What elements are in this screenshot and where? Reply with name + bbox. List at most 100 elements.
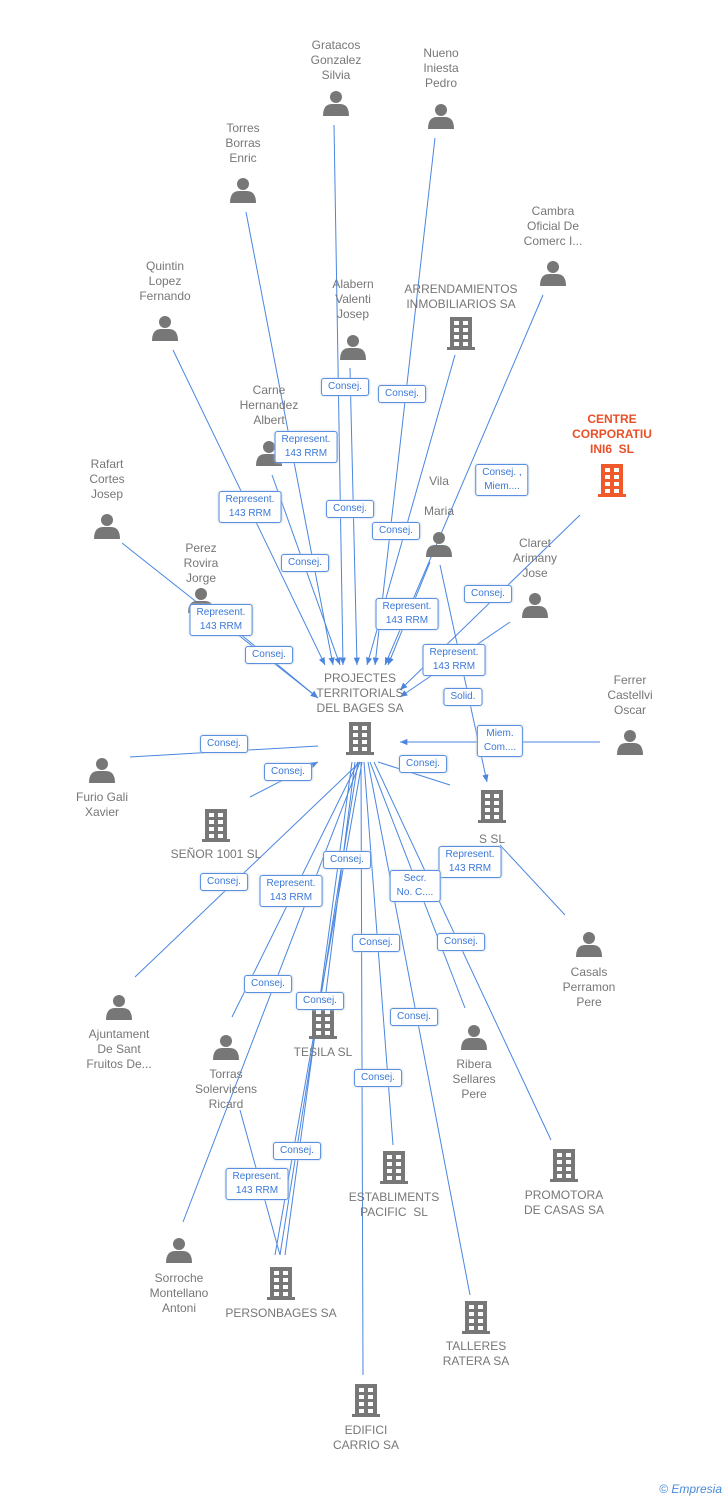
person-icon[interactable] (230, 178, 256, 203)
person-icon[interactable] (166, 1238, 192, 1263)
edge-label[interactable]: Consej. (372, 522, 420, 540)
edge-label[interactable]: Consej. (281, 554, 329, 572)
footer-brand: © Empresia (659, 1482, 722, 1496)
edge-label[interactable]: Consej. (273, 1142, 321, 1160)
edge-label[interactable]: Consej. (264, 763, 312, 781)
person-icon[interactable] (540, 261, 566, 286)
edge-label[interactable]: Consej. (323, 851, 371, 869)
edge-line (324, 761, 356, 1001)
edge-label[interactable]: Consej. (326, 500, 374, 518)
node-label[interactable]: Torres Borras Enric (225, 121, 261, 165)
node-label[interactable]: Gratacos Gonzalez Silvia (310, 38, 362, 82)
person-icon[interactable] (461, 1025, 487, 1050)
edge-label[interactable]: Miem. Com.... (476, 725, 524, 757)
node-label[interactable]: Carne Hernandez Albert (239, 383, 299, 427)
edge-label[interactable]: Represent. 143 RRM (189, 604, 253, 636)
edge-label[interactable]: Consej. (352, 934, 400, 952)
arrow-head (334, 657, 341, 665)
node-label[interactable]: TESILA SL (293, 1045, 353, 1059)
node-label[interactable]: Alabern Valenti Josep (332, 277, 374, 321)
building-icon[interactable] (346, 722, 374, 755)
arrow-head (310, 690, 318, 698)
person-icon[interactable] (106, 995, 132, 1020)
edge-label[interactable]: Consej. (437, 933, 485, 951)
node-label[interactable]: SEÑOR 1001 SL (170, 847, 262, 861)
node-label[interactable]: Vila Maria (423, 474, 455, 518)
arrow-head (387, 657, 394, 665)
edge-label[interactable]: Consej. (321, 378, 369, 396)
edge-label[interactable]: Consej. (245, 646, 293, 664)
edge-label[interactable]: Consej. (244, 975, 292, 993)
building-icon[interactable] (462, 1301, 490, 1334)
edge-label[interactable]: Consej. (296, 992, 344, 1010)
node-label[interactable]: Claret Arimany Jose (512, 536, 558, 580)
node-label[interactable]: Perez Rovira Jorge (183, 541, 219, 585)
arrow-head (372, 657, 379, 665)
arrow-head (400, 690, 408, 697)
edge-label[interactable]: Consej. (378, 385, 426, 403)
person-icon[interactable] (94, 514, 120, 539)
node-label[interactable]: Quintin Lopez Fernando (139, 259, 191, 303)
arrow-head (328, 657, 335, 665)
arrow-head (310, 762, 318, 769)
copyright-symbol: © (659, 1482, 668, 1496)
building-icon[interactable] (478, 790, 506, 823)
node-label[interactable]: Casals Perramon Pere (562, 965, 616, 1009)
edge-line (499, 844, 566, 916)
node-label[interactable]: Rafart Cortes Josep (89, 457, 125, 501)
person-icon[interactable] (617, 730, 643, 755)
node-label[interactable]: PROMOTORA DE CASAS SA (523, 1188, 605, 1217)
building-icon[interactable] (352, 1384, 380, 1417)
edge-label[interactable]: Solid. (443, 688, 483, 706)
person-icon[interactable] (522, 593, 548, 618)
edge-label[interactable]: Consej. (464, 585, 512, 603)
edge-label[interactable]: Consej. (200, 873, 248, 891)
building-icon[interactable] (598, 464, 626, 497)
node-label[interactable]: Cambra Oficial De Comerc I... (523, 204, 583, 248)
edge-label[interactable]: Represent. 143 RRM (422, 644, 486, 676)
arrow-head (400, 738, 408, 746)
edge-label[interactable]: Consej. (354, 1069, 402, 1087)
node-label[interactable]: S SL (478, 832, 506, 846)
edge-label[interactable]: Consej. (200, 735, 248, 753)
node-label[interactable]: Ajuntament De Sant Fruitos De... (86, 1027, 152, 1071)
edge-label[interactable]: Secr. No. C.... (389, 870, 441, 902)
person-icon[interactable] (213, 1035, 239, 1060)
node-label[interactable]: ARRENDAMIENTOS INMOBILIARIOS SA (404, 282, 518, 311)
edge-label[interactable]: Represent. 143 RRM (438, 846, 502, 878)
building-icon[interactable] (309, 1006, 337, 1039)
node-label[interactable]: Torras Solervicens Ricard (194, 1067, 258, 1111)
edge-label[interactable]: Represent. 143 RRM (375, 598, 439, 630)
edge-line (134, 761, 361, 978)
edge-label[interactable]: Represent. 143 RRM (259, 875, 323, 907)
node-label[interactable]: Nueno Iniesta Pedro (423, 46, 459, 90)
edge-label[interactable]: Represent. 143 RRM (225, 1168, 289, 1200)
person-icon[interactable] (340, 335, 366, 360)
building-icon[interactable] (550, 1149, 578, 1182)
node-label[interactable]: PROJECTES TERRITORIALS DEL BAGES SA (316, 671, 404, 715)
node-label[interactable]: ESTABLIMENTS PACIFIC SL (348, 1190, 440, 1219)
building-icon[interactable] (380, 1151, 408, 1184)
node-label[interactable]: TALLERES RATERA SA (442, 1339, 510, 1368)
person-icon[interactable] (576, 932, 602, 957)
edge-label[interactable]: Consej. (399, 755, 447, 773)
node-label[interactable]: Furio Gali Xavier (75, 790, 129, 819)
edge-label[interactable]: Consej. (390, 1008, 438, 1026)
node-label[interactable]: Ferrer Castellvi Oscar (607, 673, 653, 717)
person-icon[interactable] (428, 104, 454, 129)
person-icon[interactable] (89, 758, 115, 783)
building-icon[interactable] (267, 1267, 295, 1300)
building-icon[interactable] (202, 809, 230, 842)
person-icon[interactable] (152, 316, 178, 341)
edge-label[interactable]: Represent. 143 RRM (218, 491, 282, 523)
node-label[interactable]: Ribera Sellares Pere (452, 1057, 496, 1101)
edge-label[interactable]: Represent. 143 RRM (274, 431, 338, 463)
node-label[interactable]: CENTRE CORPORATIU INI6 SL (572, 412, 652, 456)
edge-label[interactable]: Consej. , Miem.... (475, 464, 529, 496)
node-label[interactable]: PERSONBAGES SA (225, 1306, 337, 1320)
person-icon[interactable] (323, 91, 349, 116)
node-label[interactable]: Sorroche Montellano Antoni (149, 1271, 209, 1315)
building-icon[interactable] (447, 317, 475, 350)
node-label[interactable]: EDIFICI CARRIO SA (332, 1423, 400, 1452)
person-icon[interactable] (426, 532, 452, 557)
